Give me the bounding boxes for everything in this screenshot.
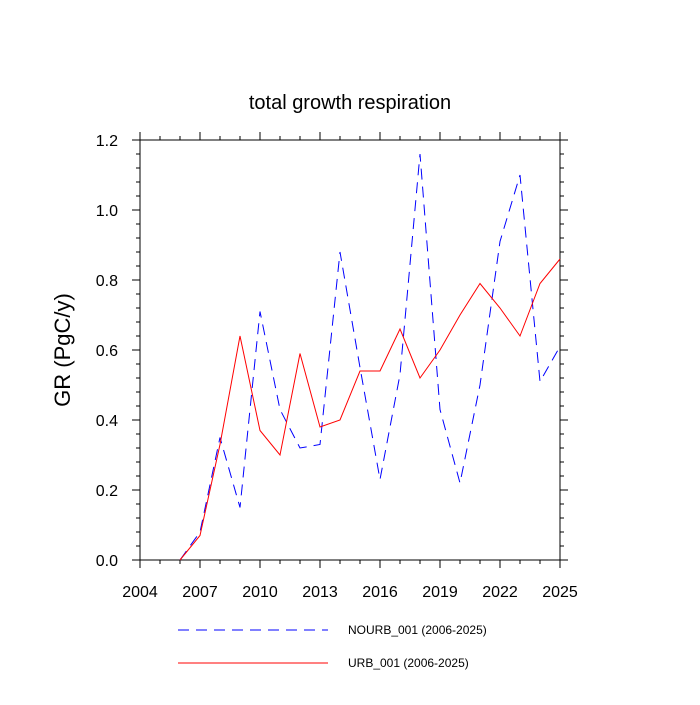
x-tick-label: 2025 [542, 584, 578, 601]
y-tick-label: 1.0 [96, 203, 118, 220]
series-line-urb [179, 258, 561, 561]
y-tick-label: 0.8 [96, 273, 118, 290]
y-axis-label: GR (PgC/y) [50, 293, 75, 407]
x-tick-label: 2016 [362, 584, 398, 601]
x-tick-label: 2010 [242, 584, 278, 601]
x-tick-label: 2007 [182, 584, 218, 601]
y-tick-label: 0.0 [96, 553, 118, 570]
plot-frame [139, 139, 561, 561]
y-tick-label: 1.2 [96, 133, 118, 150]
legend-label-nourb: NOURB_001 (2006-2025) [348, 623, 487, 637]
series-lines [179, 153, 561, 561]
x-tick-label: 2004 [122, 584, 158, 601]
y-tick-label: 0.2 [96, 483, 118, 500]
axis-ticks [132, 132, 568, 568]
x-tick-label: 2022 [482, 584, 518, 601]
x-tick-label: 2013 [302, 584, 338, 601]
series-line-nourb [179, 153, 561, 561]
legend: NOURB_001 (2006-2025) URB_001 (2006-2025… [178, 623, 487, 670]
y-tick-label: 0.6 [96, 343, 118, 360]
legend-label-urb: URB_001 (2006-2025) [348, 656, 469, 670]
y-tick-label: 0.4 [96, 413, 118, 430]
tick-labels: 2004 2007 2010 2013 2016 2019 2022 2025 0.0 0.2 0.… [96, 133, 578, 601]
x-tick-label: 2019 [422, 584, 458, 601]
chart-title: total growth respiration [249, 92, 451, 114]
